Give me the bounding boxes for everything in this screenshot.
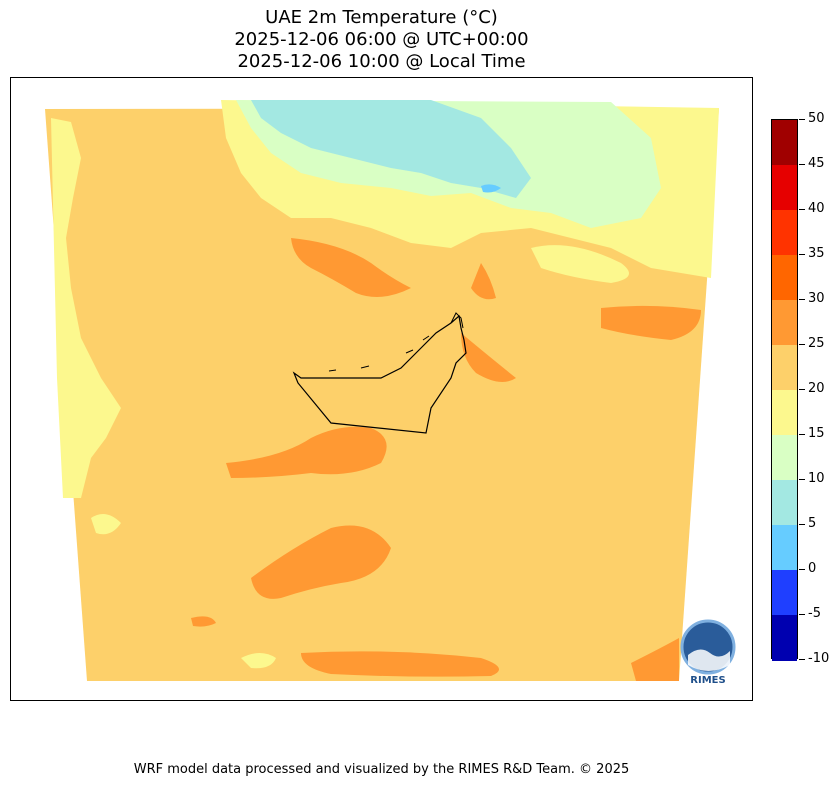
colorbar-tick-label: 5 <box>808 516 817 531</box>
colorbar-segment <box>772 120 797 166</box>
map-title-line-1: UAE 2m Temperature (°C) <box>265 7 498 28</box>
zone-25-30 <box>191 238 701 681</box>
colorbar-tick <box>799 254 805 255</box>
colorbar-segment <box>772 210 797 256</box>
zone-15-20-west <box>51 118 121 498</box>
colorbar-tick <box>799 299 805 300</box>
colorbar-tick <box>799 614 805 615</box>
colorbar-tick-label: 25 <box>808 336 825 351</box>
colorbar-tick-label: -10 <box>808 651 830 666</box>
colorbar-tick <box>799 119 805 120</box>
zone-15-20-blob-3 <box>91 514 121 535</box>
colorbar-tick-label: 45 <box>808 156 825 171</box>
colorbar-tick-label: 20 <box>808 381 825 396</box>
colorbar-tick <box>799 524 805 525</box>
colorbar-tick-label: 35 <box>808 246 825 261</box>
colorbar-segment <box>772 435 797 481</box>
colorbar-segment <box>772 165 797 211</box>
zone-15-20-blob-2 <box>241 653 276 669</box>
colorbar-segment <box>772 480 797 526</box>
map-title-line-3: 2025-12-06 10:00 @ Local Time <box>237 51 526 72</box>
colorbar-segment <box>772 525 797 571</box>
colorbar-tick <box>799 164 805 165</box>
colorbar-segment <box>772 390 797 436</box>
colorbar-tick <box>799 659 805 660</box>
colorbar-tick-label: 40 <box>808 201 825 216</box>
colorbar-segment <box>772 570 797 616</box>
colorbar-segment <box>772 345 797 391</box>
colorbar-tick-label: 30 <box>808 291 825 306</box>
zone-15-20-blob-1 <box>531 245 629 283</box>
colorbar-tick <box>799 389 805 390</box>
rimes-logo-text: RIMES <box>690 675 726 686</box>
colorbar-tick <box>799 479 805 480</box>
colorbar-tick-label: 50 <box>808 111 825 126</box>
colorbar-segment <box>772 300 797 346</box>
colorbar-tick <box>799 344 805 345</box>
colorbar-tick-label: -5 <box>808 606 821 621</box>
colorbar-segment <box>772 255 797 301</box>
colorbar-segment <box>772 615 797 661</box>
zone-5-10 <box>251 100 531 198</box>
colorbar-tick <box>799 569 805 570</box>
map-title-line-2: 2025-12-06 06:00 @ UTC+00:00 <box>234 29 529 50</box>
temperature-map <box>45 100 719 681</box>
colorbar-tick <box>799 434 805 435</box>
zone-0-5 <box>481 184 501 193</box>
colorbar-tick-label: 15 <box>808 426 825 441</box>
temperature-colorbar <box>771 119 798 661</box>
rimes-logo-icon <box>680 619 736 675</box>
footer-credit: WRF model data processed and visualized … <box>133 762 630 777</box>
colorbar-tick-label: 10 <box>808 471 825 486</box>
colorbar-tick-label: 0 <box>808 561 817 576</box>
uae-boundary <box>292 314 467 434</box>
colorbar-tick <box>799 209 805 210</box>
uae-coast-islands <box>328 312 464 372</box>
map-frame <box>10 77 753 701</box>
